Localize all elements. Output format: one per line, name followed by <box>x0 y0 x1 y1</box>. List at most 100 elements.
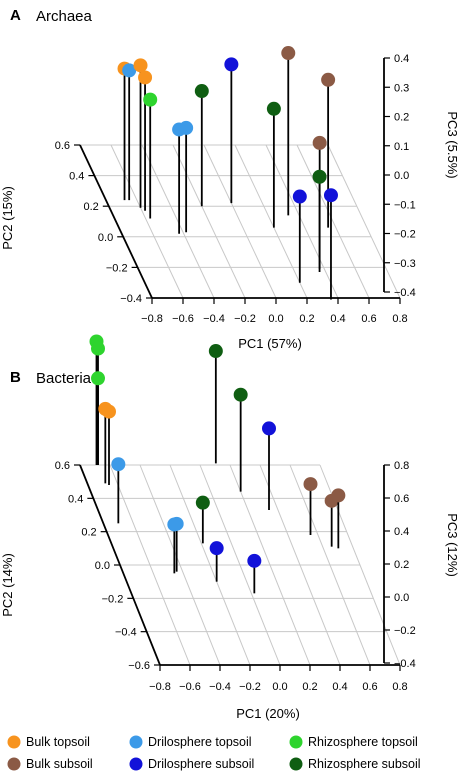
y-tick-label: 0.0 <box>95 560 110 572</box>
z-tick-label: 0.6 <box>394 493 409 505</box>
legend-label: Bulk subsoil <box>26 757 93 771</box>
point-marker <box>312 169 327 184</box>
x-tick-label: −0.4 <box>203 313 225 325</box>
panel-b-z-axis-title: PC3 (12%) <box>445 513 458 577</box>
y-axis-line <box>79 144 153 299</box>
panel-a-y-axis-title: PC2 (15%) <box>0 186 15 250</box>
panel-a-title: Archaea <box>36 8 93 25</box>
point-marker <box>122 63 137 78</box>
point-marker <box>195 495 210 510</box>
point-marker <box>323 188 338 203</box>
x-tick-label: −0.6 <box>179 681 201 693</box>
data-point <box>122 63 137 201</box>
data-point <box>195 495 210 544</box>
grid-line <box>141 144 215 299</box>
z-tick-label: −0.4 <box>394 287 416 299</box>
data-point <box>179 120 194 233</box>
legend-label: Drilosphere topsoil <box>148 735 252 749</box>
point-marker <box>208 344 223 359</box>
y-tick-label: 0.4 <box>68 493 83 505</box>
legend: Bulk topsoil Drilosphere topsoil Rhizosphe… <box>7 735 421 771</box>
x-tick-label: 0.8 <box>392 681 407 693</box>
legend-item: Bulk topsoil <box>7 735 90 749</box>
data-point <box>91 371 105 465</box>
data-point <box>143 92 158 219</box>
point-marker <box>247 553 262 568</box>
x-tick-label: 0.0 <box>268 313 283 325</box>
data-point <box>209 541 224 582</box>
z-tick-label: −0.3 <box>394 258 416 270</box>
point-marker <box>331 488 346 503</box>
z-tick-label: 0.8 <box>394 460 409 472</box>
panel-b-y-axis-title: PC2 (14%) <box>0 553 15 617</box>
x-tick-label: 0.4 <box>330 313 345 325</box>
z-tick-label: −0.2 <box>394 229 416 241</box>
legend-label: Bulk topsoil <box>26 735 90 749</box>
data-point <box>133 58 148 208</box>
y-tick-label: −0.4 <box>120 293 142 305</box>
data-point <box>111 457 126 524</box>
legend-swatch <box>289 735 303 749</box>
y-tick-label: −0.6 <box>128 660 150 672</box>
x-tick-label: 0.8 <box>392 313 407 325</box>
data-point <box>281 46 296 216</box>
panel-a-data-points <box>117 46 338 300</box>
point-marker <box>102 404 116 419</box>
data-point <box>303 477 318 535</box>
data-point <box>247 553 262 594</box>
data-point <box>233 387 248 492</box>
y-tick-label: 0.6 <box>55 460 70 472</box>
point-marker <box>303 477 318 492</box>
z-tick-label: 0.3 <box>394 82 409 94</box>
legend-item: Drilosphere topsoil <box>129 735 252 749</box>
panel-b-letter: B <box>10 369 21 386</box>
y-tick-label: 0.0 <box>98 232 113 244</box>
legend-label: Drilosphere subsoil <box>148 757 254 771</box>
data-point <box>323 188 338 300</box>
data-point <box>172 122 187 234</box>
point-marker <box>262 421 276 436</box>
grid-line <box>296 144 370 299</box>
point-marker <box>266 101 281 116</box>
data-point <box>292 189 307 283</box>
panel-b-x-axis-title: PC1 (20%) <box>236 706 300 721</box>
x-tick-label: −0.8 <box>149 681 171 693</box>
grid-line <box>327 144 401 299</box>
point-marker <box>224 57 239 72</box>
point-marker <box>209 541 224 556</box>
point-marker <box>312 135 327 150</box>
data-point <box>262 421 276 510</box>
point-marker <box>111 457 126 472</box>
x-tick-label: −0.2 <box>239 681 261 693</box>
y-tick-label: −0.2 <box>102 593 124 605</box>
y-tick-label: 0.2 <box>81 527 96 539</box>
panel-b-title: Bacteria <box>36 370 92 387</box>
legend-swatch <box>129 735 143 749</box>
data-point <box>208 344 223 464</box>
z-tick-label: 0.4 <box>394 526 409 538</box>
grid-line <box>265 144 339 299</box>
panel-b-data-points <box>89 334 346 594</box>
grid-line <box>110 144 184 299</box>
data-point <box>321 72 336 228</box>
point-marker <box>292 189 307 204</box>
point-marker <box>172 122 187 137</box>
grid-line <box>203 144 277 299</box>
panel-a-grid <box>79 144 401 299</box>
z-tick-label: 0.2 <box>394 112 409 124</box>
panel-a-z-axis-title: PC3 (5.5%) <box>445 111 458 178</box>
z-tick-label: 0.2 <box>394 559 409 571</box>
point-marker <box>143 92 158 107</box>
grid-line <box>172 144 246 299</box>
x-tick-label: −0.8 <box>141 313 163 325</box>
point-marker <box>91 371 105 386</box>
point-marker <box>194 84 209 99</box>
panel-archaea: A Archaea −0.4−0.20.00.20.40.6−0.8 −0.6 −0… <box>0 7 458 351</box>
data-point <box>312 169 327 272</box>
legend-swatch <box>289 757 303 771</box>
data-point <box>224 57 239 204</box>
legend-swatch <box>7 757 21 771</box>
legend-item: Drilosphere subsoil <box>129 757 254 771</box>
z-tick-label: 0.0 <box>394 170 409 182</box>
